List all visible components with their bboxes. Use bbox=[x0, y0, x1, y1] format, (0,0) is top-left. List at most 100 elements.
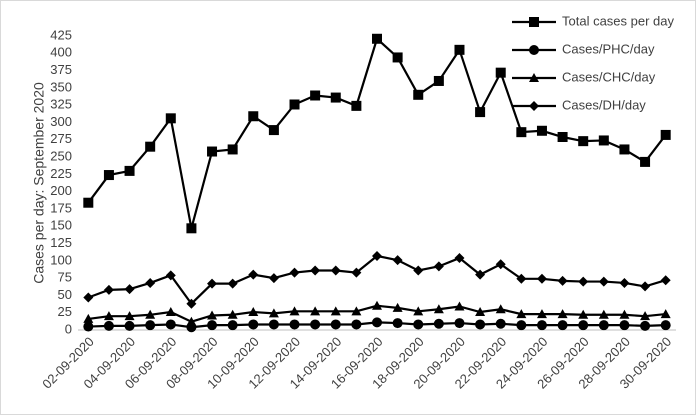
marker bbox=[640, 281, 651, 292]
marker bbox=[598, 135, 609, 146]
marker bbox=[495, 67, 506, 78]
marker bbox=[124, 165, 135, 176]
marker bbox=[248, 319, 259, 330]
marker bbox=[413, 319, 424, 330]
marker bbox=[392, 255, 403, 266]
marker bbox=[351, 306, 362, 316]
marker bbox=[536, 309, 547, 319]
y-tick-label: 425 bbox=[50, 27, 72, 42]
y-tick-label: 150 bbox=[50, 218, 72, 233]
marker bbox=[103, 311, 114, 321]
marker bbox=[372, 300, 382, 310]
marker bbox=[433, 318, 444, 329]
marker bbox=[392, 52, 403, 63]
marker bbox=[165, 113, 176, 124]
marker bbox=[454, 44, 465, 55]
marker bbox=[413, 265, 424, 276]
marker bbox=[227, 144, 238, 155]
marker bbox=[248, 111, 259, 122]
marker bbox=[351, 267, 362, 278]
marker bbox=[124, 320, 135, 331]
legend-label: Cases/DH/day bbox=[562, 97, 646, 112]
marker bbox=[536, 273, 547, 284]
marker bbox=[289, 319, 300, 330]
marker bbox=[268, 308, 279, 318]
marker bbox=[83, 313, 94, 323]
marker bbox=[495, 318, 506, 329]
y-tick-label: 200 bbox=[50, 183, 72, 198]
marker bbox=[413, 306, 424, 316]
marker bbox=[207, 320, 218, 331]
marker bbox=[619, 277, 630, 288]
marker bbox=[103, 320, 114, 331]
marker bbox=[475, 319, 486, 330]
marker bbox=[619, 320, 630, 331]
marker bbox=[413, 89, 424, 100]
marker bbox=[372, 250, 382, 261]
marker bbox=[351, 100, 362, 111]
marker bbox=[310, 90, 321, 101]
marker bbox=[495, 304, 506, 314]
marker bbox=[372, 317, 382, 328]
legend-label: Total cases per day bbox=[562, 13, 675, 28]
legend-label: Cases/PHC/day bbox=[562, 41, 655, 56]
marker bbox=[640, 311, 651, 321]
marker bbox=[598, 320, 609, 331]
marker bbox=[475, 107, 486, 118]
marker bbox=[392, 302, 403, 312]
marker bbox=[310, 306, 321, 316]
marker bbox=[475, 269, 486, 280]
marker bbox=[578, 320, 589, 331]
marker bbox=[516, 309, 527, 319]
marker bbox=[83, 321, 94, 332]
marker bbox=[392, 318, 403, 329]
y-tick-label: 250 bbox=[50, 148, 72, 163]
marker bbox=[248, 307, 259, 317]
marker bbox=[103, 170, 114, 181]
marker bbox=[495, 259, 506, 270]
y-tick-label: 100 bbox=[50, 252, 72, 267]
marker bbox=[207, 146, 218, 157]
marker bbox=[124, 284, 135, 295]
y-tick-label: 0 bbox=[65, 321, 72, 336]
marker bbox=[475, 307, 486, 317]
marker bbox=[145, 277, 156, 288]
marker bbox=[103, 284, 114, 295]
y-tick-label: 25 bbox=[58, 304, 72, 319]
y-tick-label: 275 bbox=[50, 131, 72, 146]
marker bbox=[557, 309, 568, 319]
marker bbox=[433, 75, 444, 86]
marker bbox=[351, 319, 362, 330]
marker bbox=[372, 33, 382, 44]
marker bbox=[660, 275, 671, 286]
marker bbox=[516, 273, 527, 284]
marker bbox=[433, 304, 444, 314]
marker bbox=[454, 318, 465, 329]
marker bbox=[330, 92, 341, 103]
marker bbox=[598, 276, 609, 287]
marker bbox=[289, 306, 300, 316]
marker bbox=[186, 223, 197, 234]
marker bbox=[330, 306, 341, 316]
marker bbox=[289, 267, 300, 278]
marker bbox=[598, 309, 609, 319]
y-tick-label: 50 bbox=[58, 287, 72, 302]
marker bbox=[207, 278, 218, 289]
marker bbox=[124, 311, 135, 321]
y-tick-label: 75 bbox=[58, 270, 72, 285]
marker bbox=[83, 292, 94, 303]
marker bbox=[578, 276, 589, 287]
marker bbox=[310, 319, 321, 330]
marker bbox=[516, 320, 527, 331]
marker bbox=[268, 273, 279, 284]
marker bbox=[289, 99, 300, 110]
marker bbox=[619, 309, 630, 319]
marker bbox=[529, 17, 539, 27]
marker bbox=[83, 197, 94, 208]
marker bbox=[536, 125, 547, 136]
marker bbox=[454, 253, 465, 264]
marker bbox=[433, 261, 444, 272]
marker bbox=[145, 320, 156, 331]
y-tick-label: 325 bbox=[50, 97, 72, 112]
